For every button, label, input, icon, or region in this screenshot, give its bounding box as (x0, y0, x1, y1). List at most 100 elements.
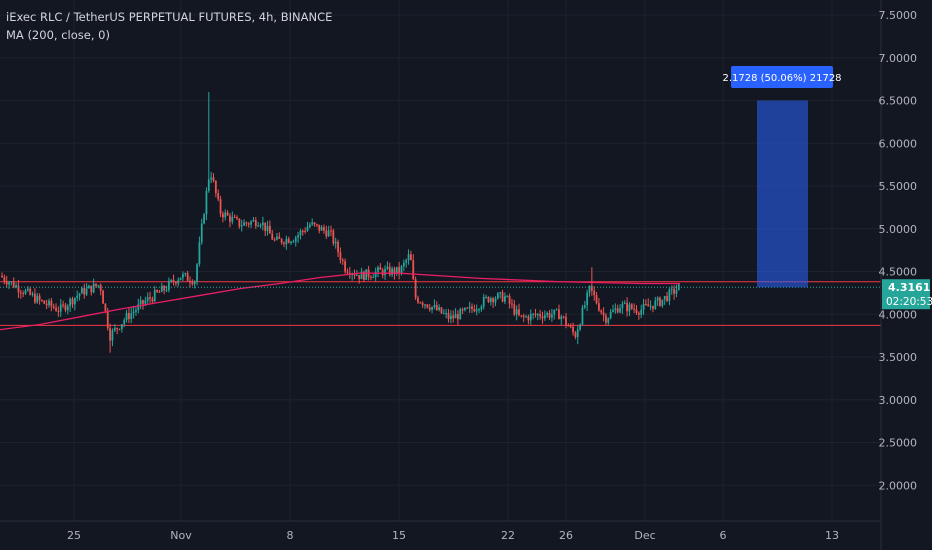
price-tick-label: 6.5000 (879, 95, 918, 108)
candle-body (198, 242, 201, 265)
candle-body (668, 289, 671, 301)
candle-body (247, 223, 250, 225)
candle-body (574, 332, 577, 338)
candle-body (595, 295, 598, 304)
candle-body (203, 214, 205, 224)
candle-body (330, 230, 332, 232)
candle-body (337, 241, 339, 253)
candle-body (125, 313, 128, 321)
candle-body (224, 212, 227, 218)
candle-body (496, 293, 499, 299)
candle-body (95, 283, 97, 287)
candle-body (280, 238, 283, 243)
candle-body (43, 300, 46, 304)
candle-body (236, 217, 238, 219)
candle-body (139, 300, 142, 305)
candle-body (205, 190, 208, 215)
ma-indicator-legend[interactable]: MA (200, close, 0) (6, 28, 110, 42)
current-price-value: 4.3161 (888, 281, 930, 294)
candle-body (642, 303, 645, 310)
candle-body (598, 303, 600, 311)
candle-body (360, 271, 363, 280)
bar-countdown: 02:20:53 (886, 296, 932, 308)
candle-body (212, 177, 215, 181)
candle-body (400, 266, 403, 274)
candle-body (504, 296, 506, 302)
candle-body (311, 222, 314, 225)
candle-body (325, 230, 328, 237)
time-tick-label: Nov (170, 529, 192, 542)
candle-body (327, 230, 330, 237)
time-axis[interactable]: 25 Nov 8 15 22 26 Dec 6 13 (67, 529, 839, 542)
candle-body (539, 314, 542, 317)
candle-body (630, 304, 633, 309)
candle-body (276, 236, 278, 240)
price-axis[interactable]: 7.5000 7.0000 6.5000 6.0000 5.5000 5.0000 4.50… (879, 9, 918, 492)
candle-body (395, 266, 398, 275)
candle-body (478, 309, 480, 311)
candle-body (200, 223, 203, 243)
price-tick-label: 4.0000 (879, 308, 918, 321)
candle-body (285, 238, 288, 245)
candle-body (254, 219, 257, 227)
candle-body (76, 295, 79, 298)
candle-body (647, 304, 650, 307)
candle-body (424, 304, 426, 306)
candle-body (66, 306, 69, 311)
candle-body (238, 218, 241, 227)
candle-body (567, 324, 570, 327)
candle-body (62, 304, 64, 306)
candle-body (673, 288, 675, 294)
candle-body (99, 285, 102, 291)
candle-body (379, 267, 382, 270)
candle-body (106, 310, 109, 329)
candle-body (210, 177, 213, 180)
candle-body (555, 309, 558, 311)
candle-body (520, 315, 523, 317)
candle-body (38, 295, 41, 301)
candle-body (452, 315, 455, 319)
candle-body (565, 316, 567, 325)
horizontal-levels[interactable] (0, 281, 881, 326)
candle-body (508, 296, 511, 304)
candle-body (146, 297, 149, 301)
candle-body (189, 280, 191, 283)
candle-body (15, 285, 17, 288)
candle-body (271, 233, 274, 240)
candle-body (57, 310, 60, 312)
candle-body (222, 213, 224, 218)
candle-body (480, 306, 483, 310)
candle-body (59, 304, 62, 312)
candle-body (621, 303, 624, 309)
candle-body (149, 297, 151, 299)
candle-body (569, 326, 572, 328)
candle-body (318, 224, 321, 231)
candle-body (283, 242, 285, 245)
candle-body (586, 292, 589, 306)
candle-body (73, 297, 76, 305)
candle-body (261, 222, 264, 226)
candle-body (292, 241, 295, 243)
position-tool[interactable]: 2.1728 (50.06%) 21728 (722, 66, 842, 288)
candle-body (447, 313, 450, 320)
candle-body (588, 285, 591, 293)
candle-body (440, 307, 443, 314)
candle-body (179, 277, 182, 280)
candle-body (320, 227, 323, 231)
candle-body (135, 310, 137, 312)
candle-body (130, 313, 133, 320)
position-range-box[interactable] (757, 100, 808, 288)
candle-body (628, 304, 631, 312)
time-tick-label: 26 (559, 529, 573, 542)
candle-body (485, 296, 487, 298)
candle-body (466, 307, 469, 309)
candle-body (346, 271, 349, 273)
candle-body (102, 290, 104, 304)
price-tick-label: 2.5000 (879, 437, 918, 450)
candle-body (482, 297, 485, 307)
symbol-title[interactable]: iExec RLC / TetherUS PERPETUAL FUTURES, … (6, 10, 332, 24)
candle-body (614, 308, 617, 311)
candle-body (365, 269, 368, 280)
candle-body (344, 261, 346, 272)
